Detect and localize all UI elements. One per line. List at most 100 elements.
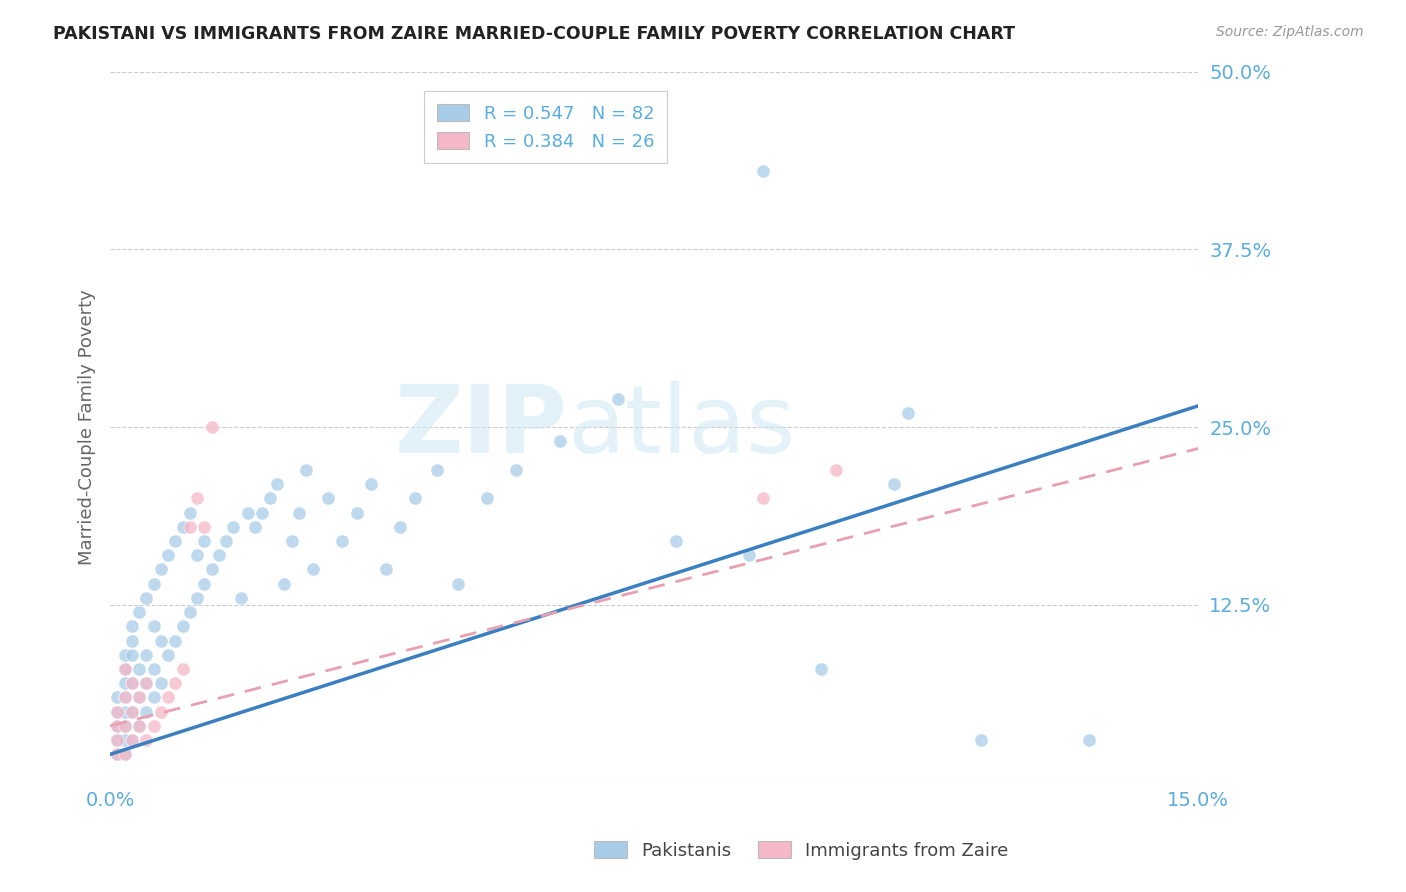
Point (193, 520, 215, 534)
Point (252, 506, 274, 520)
Point (121, 619, 143, 633)
Point (114, 747, 136, 762)
Point (149, 633, 172, 648)
Point (114, 705, 136, 719)
Point (135, 733, 157, 747)
Point (114, 690, 136, 705)
Point (280, 533, 302, 548)
Point (114, 662, 136, 676)
Point (215, 533, 238, 548)
Point (142, 662, 165, 676)
Point (121, 705, 143, 719)
Legend: R = 0.547   N = 82, R = 0.384   N = 26: R = 0.547 N = 82, R = 0.384 N = 26 (425, 91, 666, 163)
Point (404, 491, 426, 506)
Point (824, 463, 846, 477)
Point (157, 690, 180, 705)
Point (121, 733, 143, 747)
Point (121, 633, 143, 648)
Point (360, 477, 382, 491)
Text: Source: ZipAtlas.com: Source: ZipAtlas.com (1216, 25, 1364, 39)
Point (295, 463, 318, 477)
Point (149, 705, 172, 719)
Text: atlas: atlas (567, 381, 796, 473)
Point (245, 520, 267, 534)
Point (259, 491, 281, 506)
Point (193, 533, 215, 548)
Point (752, 491, 775, 506)
Point (149, 676, 172, 690)
Point (172, 662, 194, 676)
Point (114, 648, 136, 662)
Point (142, 719, 165, 733)
Point (135, 648, 157, 662)
Point (266, 477, 288, 491)
Point (142, 576, 165, 591)
Point (477, 491, 499, 506)
Point (222, 520, 245, 534)
Point (287, 506, 309, 520)
Point (737, 548, 759, 562)
Point (135, 591, 157, 605)
Point (128, 690, 150, 705)
Point (897, 406, 920, 420)
Point (447, 576, 470, 591)
Point (1078, 733, 1101, 747)
Point (883, 477, 905, 491)
Point (114, 690, 136, 705)
Point (128, 719, 150, 733)
Point (186, 591, 208, 605)
Point (114, 676, 136, 690)
Point (316, 491, 339, 506)
Point (107, 733, 129, 747)
Point (752, 164, 775, 178)
Point (193, 576, 215, 591)
Point (114, 733, 136, 747)
Point (107, 733, 129, 747)
Point (135, 676, 157, 690)
Point (165, 533, 187, 548)
Point (665, 533, 688, 548)
Text: PAKISTANI VS IMMIGRANTS FROM ZAIRE MARRIED-COUPLE FAMILY POVERTY CORRELATION CHA: PAKISTANI VS IMMIGRANTS FROM ZAIRE MARRI… (53, 25, 1015, 43)
Point (128, 605, 150, 619)
Point (179, 520, 201, 534)
Point (121, 733, 143, 747)
Point (179, 506, 201, 520)
Point (107, 705, 129, 719)
Point (606, 392, 628, 406)
Point (107, 719, 129, 733)
Point (505, 463, 527, 477)
Point (165, 676, 187, 690)
Point (107, 705, 129, 719)
Point (157, 548, 180, 562)
Point (201, 420, 224, 434)
Point (135, 676, 157, 690)
Point (142, 690, 165, 705)
Point (114, 719, 136, 733)
Point (121, 705, 143, 719)
Point (810, 662, 832, 676)
Point (114, 662, 136, 676)
Legend: Pakistanis, Immigrants from Zaire: Pakistanis, Immigrants from Zaire (588, 834, 1015, 867)
Point (346, 506, 368, 520)
Point (121, 676, 143, 690)
Point (114, 719, 136, 733)
Point (179, 605, 201, 619)
Point (128, 690, 150, 705)
Point (135, 705, 157, 719)
Point (186, 548, 208, 562)
Point (165, 633, 187, 648)
Point (114, 747, 136, 762)
Point (302, 562, 325, 576)
Point (273, 576, 295, 591)
Point (374, 562, 396, 576)
Point (172, 520, 194, 534)
Point (186, 491, 208, 506)
Point (149, 562, 172, 576)
Point (969, 733, 991, 747)
Point (157, 648, 180, 662)
Point (389, 520, 412, 534)
Point (229, 591, 252, 605)
Point (330, 533, 353, 548)
Point (107, 690, 129, 705)
Point (426, 463, 449, 477)
